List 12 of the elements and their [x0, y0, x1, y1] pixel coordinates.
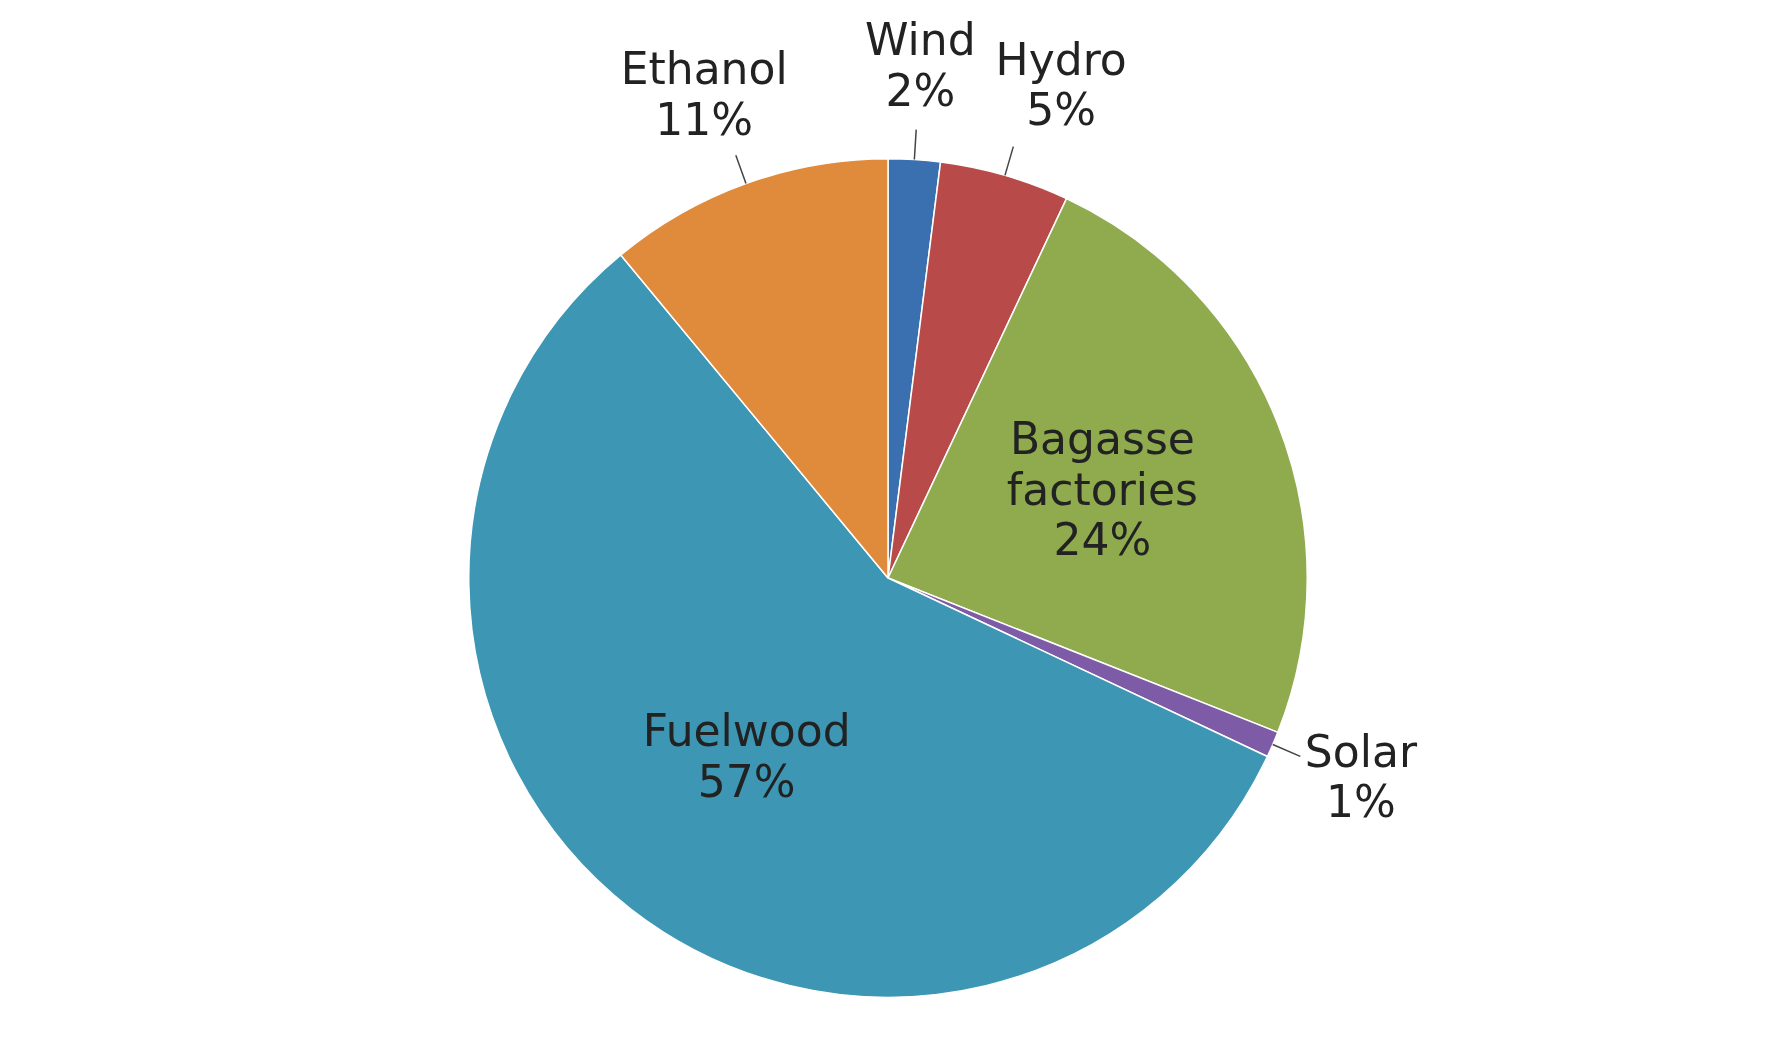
- slice-label: Hydro: [995, 33, 1127, 85]
- data-label: 24%: [1053, 514, 1152, 566]
- data-label: 57%: [697, 755, 796, 807]
- data-label: 1%: [1326, 776, 1396, 828]
- data-label: 2%: [885, 64, 956, 116]
- slice-label: Wind: [865, 14, 976, 66]
- data-label: 11%: [655, 94, 754, 146]
- data-label: 5%: [1026, 84, 1097, 136]
- slice-label: Ethanol: [620, 43, 788, 95]
- slice-label: Solar: [1304, 725, 1418, 777]
- slice-label: Bagasse factories: [1006, 412, 1198, 515]
- slice-label: Fuelwood: [642, 705, 851, 757]
